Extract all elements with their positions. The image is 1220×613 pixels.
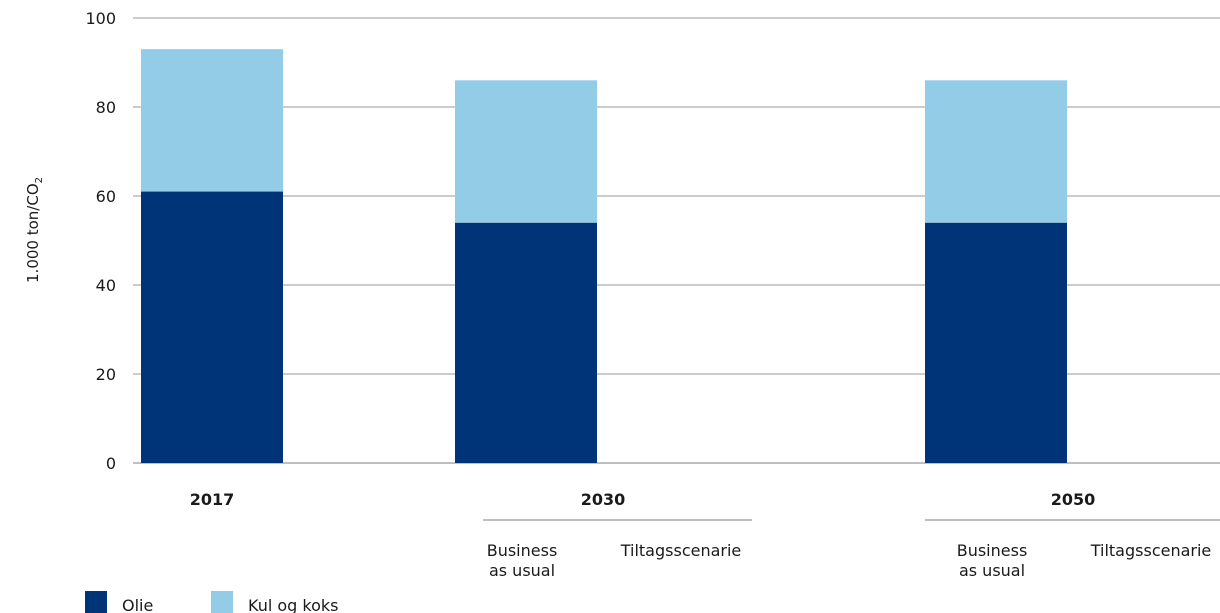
y-tick-label: 40 [96,276,116,295]
x-sub-label-bau: Business as usual [487,541,558,580]
y-axis-label-subscript: 2 [34,177,45,183]
bar-olie-0 [141,191,283,464]
legend: Olie Kul og koks [85,591,338,613]
bar-kul-og-koks-0 [141,49,283,192]
bar-kul-og-koks-3 [925,80,1067,223]
legend-swatch-kul-og-koks [211,591,233,613]
y-tick-label: 0 [106,454,116,473]
x-sub-label-bau: Business as usual [957,541,1028,580]
y-tick-label: 100 [85,9,116,28]
y-axis: 0 20 40 60 80 100 [85,9,116,473]
y-tick-label: 60 [96,187,116,206]
bar-kul-og-koks-1 [455,80,597,223]
y-tick-label: 80 [96,98,116,117]
legend-label-olie: Olie [122,596,153,613]
x-axis: 2017 2030 2050 Business as usual Tiltagsscena… [190,490,1220,580]
bar-olie-1 [455,222,597,463]
x-group-label-2050: 2050 [1051,490,1096,509]
bar-olie-3 [925,222,1067,463]
y-tick-label: 20 [96,365,116,384]
y-axis-label: 1.000 ton/CO2 [24,177,45,283]
legend-label-kul-og-koks: Kul og koks [248,596,338,613]
legend-swatch-olie [85,591,107,613]
x-group-label-2030: 2030 [581,490,626,509]
x-sub-label-tiltag: Tiltagsscenarie [1090,541,1212,560]
x-sub-label-tiltag: Tiltagsscenarie [620,541,742,560]
x-group-label-2017: 2017 [190,490,235,509]
bars [141,49,1067,464]
